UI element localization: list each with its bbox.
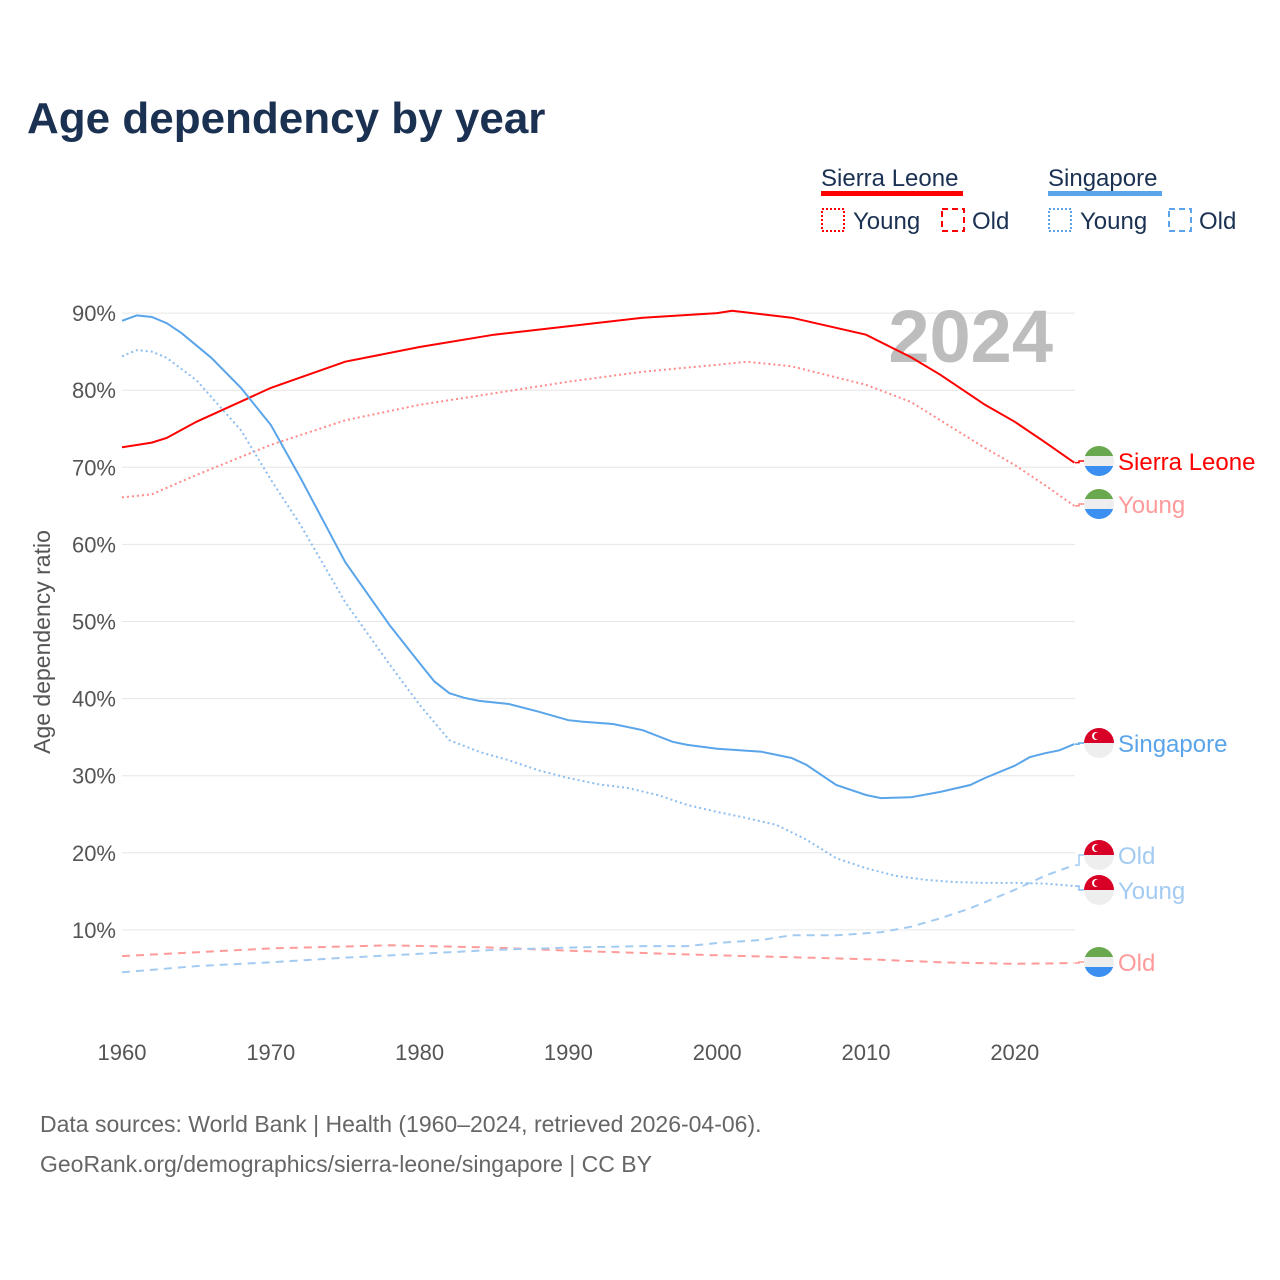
series-line-singapore-young bbox=[121, 349, 1075, 887]
singapore-flag-icon bbox=[1084, 728, 1114, 758]
end-label: Old bbox=[1118, 843, 1155, 870]
legend-dashed-swatch bbox=[1168, 208, 1192, 232]
series-line-singapore bbox=[121, 314, 1075, 800]
legend-sierra-leone[interactable]: Sierra Leone Young Old bbox=[821, 165, 1009, 235]
label-connector bbox=[1075, 742, 1085, 745]
singapore-flag-icon bbox=[1084, 875, 1114, 905]
x-tick-label: 1960 bbox=[98, 1040, 147, 1065]
y-tick-label: 70% bbox=[72, 455, 116, 480]
source-line-1: Data sources: World Bank | Health (1960–… bbox=[40, 1111, 762, 1137]
y-tick-label: 30% bbox=[72, 764, 116, 789]
y-tick-label: 80% bbox=[72, 378, 116, 403]
end-label: Young bbox=[1118, 878, 1185, 905]
y-tick-label: 20% bbox=[72, 841, 116, 866]
label-connector bbox=[1075, 854, 1085, 866]
legend-dotted-swatch bbox=[1048, 208, 1072, 232]
legend-young-label: Young bbox=[853, 208, 920, 235]
series-line-sierra-leone-old bbox=[121, 944, 1075, 965]
end-label: Singapore bbox=[1118, 731, 1227, 758]
x-tick-label: 2010 bbox=[842, 1040, 891, 1065]
x-tick-label: 1970 bbox=[246, 1040, 295, 1065]
label-connector bbox=[1075, 961, 1085, 964]
singapore-flag-icon bbox=[1084, 840, 1114, 870]
legend-country-label: Singapore bbox=[1048, 165, 1157, 192]
end-label: Young bbox=[1118, 492, 1185, 519]
legend-dashed-swatch bbox=[941, 208, 965, 232]
y-tick-label: 60% bbox=[72, 532, 116, 557]
series-line-singapore-old bbox=[121, 864, 1075, 974]
y-tick-label: 50% bbox=[72, 610, 116, 635]
y-axis-ticks: 10% 20% 30% 40% 50% 60% 70% 80% 90% bbox=[72, 301, 116, 943]
series-line-sierra-leone bbox=[121, 309, 1075, 464]
x-tick-label: 2020 bbox=[990, 1040, 1039, 1065]
series-lines bbox=[121, 309, 1075, 974]
legend-old-label: Old bbox=[972, 208, 1009, 235]
sierra-leone-flag-icon bbox=[1084, 947, 1114, 977]
x-tick-label: 1980 bbox=[395, 1040, 444, 1065]
legend: Sierra Leone Young Old Singapore Young O… bbox=[821, 165, 1236, 235]
x-tick-label: 1990 bbox=[544, 1040, 593, 1065]
gridlines bbox=[122, 312, 1075, 931]
year-watermark: 2024 bbox=[888, 295, 1053, 378]
legend-singapore[interactable]: Singapore Young Old bbox=[1048, 165, 1236, 235]
y-tick-label: 90% bbox=[72, 301, 116, 326]
legend-old-label: Old bbox=[1199, 208, 1236, 235]
sierra-leone-flag-icon bbox=[1084, 489, 1114, 519]
sierra-leone-flag-icon bbox=[1084, 446, 1114, 476]
legend-color-bar bbox=[1048, 191, 1162, 196]
legend-country-label: Sierra Leone bbox=[821, 165, 958, 192]
y-axis-label: Age dependency ratio bbox=[29, 530, 55, 754]
end-label: Old bbox=[1118, 950, 1155, 977]
legend-dotted-swatch bbox=[821, 208, 845, 232]
end-label: Sierra Leone bbox=[1118, 449, 1255, 476]
y-tick-label: 40% bbox=[72, 687, 116, 712]
legend-young-label: Young bbox=[1080, 208, 1147, 235]
source-line-2[interactable]: GeoRank.org/demographics/sierra-leone/si… bbox=[40, 1151, 652, 1177]
chart-title: Age dependency by year bbox=[27, 94, 545, 143]
label-connector bbox=[1075, 460, 1085, 464]
y-tick-label: 10% bbox=[72, 918, 116, 943]
x-tick-label: 2000 bbox=[693, 1040, 742, 1065]
end-labels: Sierra Leone Young Old Singapore Old Young bbox=[1075, 446, 1255, 977]
label-connector bbox=[1075, 885, 1085, 891]
series-line-sierra-leone-young bbox=[121, 360, 1075, 507]
legend-color-bar bbox=[821, 191, 963, 196]
label-connector bbox=[1075, 503, 1085, 507]
x-axis-ticks: 1960 1970 1980 1990 2000 2010 2020 bbox=[98, 1040, 1040, 1065]
